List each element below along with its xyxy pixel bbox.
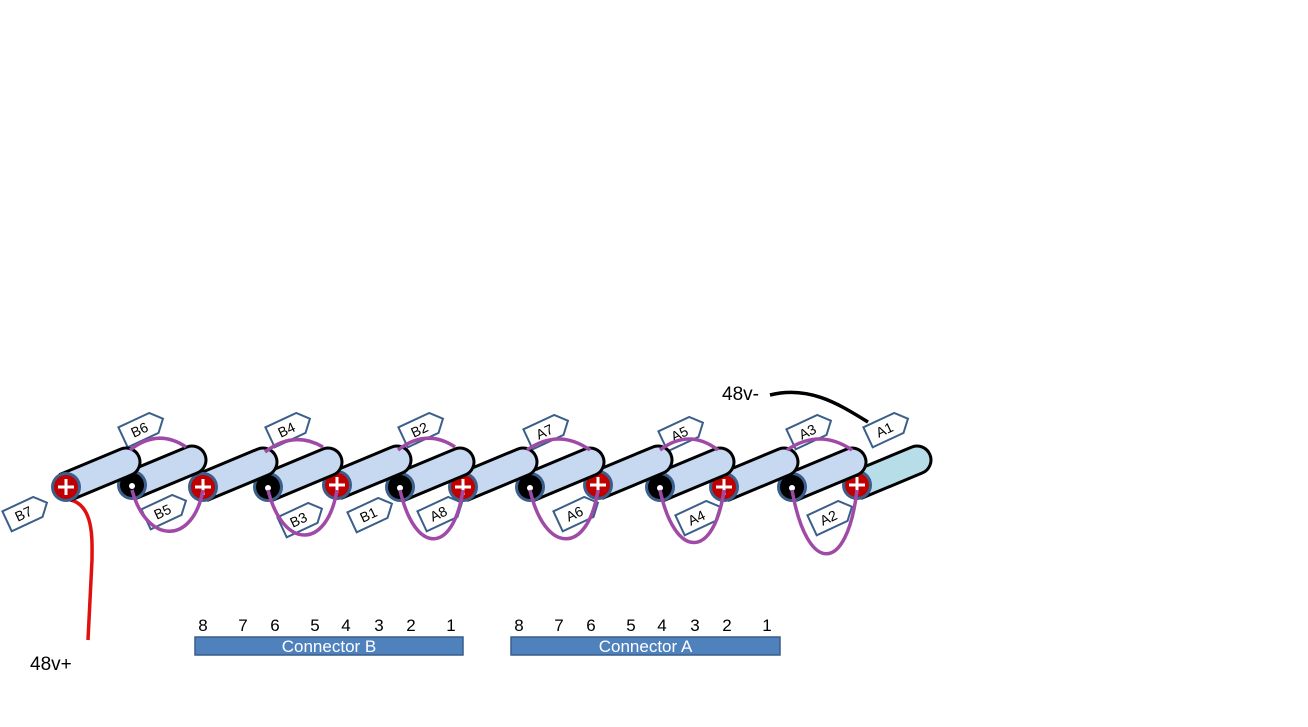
tag-label: B4 xyxy=(275,419,297,441)
connector-a-pin-number: 7 xyxy=(554,616,563,635)
tag-label: B1 xyxy=(357,504,379,526)
battery-cell xyxy=(583,444,674,500)
top-jumper xyxy=(786,437,853,452)
connector-a-pin-number: 8 xyxy=(514,616,523,635)
cell-tag: B5 xyxy=(140,493,188,531)
tag-label: B5 xyxy=(151,501,173,523)
minus-icon xyxy=(527,485,533,491)
tag-shape xyxy=(1,495,49,533)
tag-label: A7 xyxy=(533,421,555,443)
connector-a-pin-number: 5 xyxy=(626,616,635,635)
minus-icon xyxy=(129,483,135,489)
tag-label: B7 xyxy=(12,503,34,525)
battery-cell xyxy=(188,446,279,502)
connector-a-bar xyxy=(510,636,781,656)
connector-b-pin-number: 8 xyxy=(198,616,207,635)
tag-shape xyxy=(806,499,854,537)
connector-b-pin-number: 3 xyxy=(374,616,383,635)
top-jumper xyxy=(525,437,592,452)
connector-b-pin-number: 1 xyxy=(446,616,455,635)
tag-label: A3 xyxy=(796,421,818,443)
plus-icon xyxy=(58,479,74,495)
minus-icon xyxy=(657,485,663,491)
cell-tag: A1 xyxy=(862,411,910,449)
neg-terminal-label: 48v- xyxy=(722,384,759,405)
cell-tag: A2 xyxy=(806,499,854,537)
cell-tag: B7 xyxy=(1,495,49,533)
cell-tag: A8 xyxy=(416,495,464,533)
minus-icon xyxy=(397,485,403,491)
bottom-jumper xyxy=(130,489,205,533)
cell-tag: B6 xyxy=(117,411,165,449)
positive-wire xyxy=(63,497,94,641)
negative-wire xyxy=(769,390,869,424)
connector-b-pin-number: 4 xyxy=(341,616,350,635)
tag-label: A4 xyxy=(685,507,707,529)
connector-b-pin-number: 7 xyxy=(238,616,247,635)
cell-tag: A7 xyxy=(522,413,570,451)
cell-tag: B3 xyxy=(276,501,324,539)
cell-tag: B1 xyxy=(346,496,394,534)
tag-label: A8 xyxy=(427,503,449,525)
tag-label: A2 xyxy=(817,507,839,529)
bottom-jumper xyxy=(658,489,726,545)
connector-a-pin-number: 3 xyxy=(690,616,699,635)
bottom-jumper xyxy=(266,489,339,537)
connector-a-label: Connector A xyxy=(599,637,693,656)
connector-b-pin-number: 5 xyxy=(310,616,319,635)
tag-shape xyxy=(552,495,600,533)
tag-label: B3 xyxy=(287,509,309,531)
connector-b-label: Connector B xyxy=(282,637,377,656)
tag-shape xyxy=(264,411,312,449)
bottom-jumper xyxy=(398,489,465,541)
tag-label: B6 xyxy=(128,419,150,441)
cell-tag: B4 xyxy=(264,411,312,449)
cell-tag: A6 xyxy=(552,495,600,533)
battery-cell xyxy=(515,446,606,502)
connector-b-bar xyxy=(194,636,464,656)
top-jumper xyxy=(263,437,324,454)
battery-cell xyxy=(645,446,736,502)
tag-shape xyxy=(862,411,910,449)
connector-b-pin-number: 2 xyxy=(406,616,415,635)
connector-a-pin-number: 2 xyxy=(722,616,731,635)
bottom-jumper xyxy=(790,489,859,556)
connector-a-pin-number: 6 xyxy=(586,616,595,635)
connector-a-pin-number: 1 xyxy=(762,616,771,635)
bottom-jumper xyxy=(528,489,600,541)
tag-shape xyxy=(346,496,394,534)
tag-shape xyxy=(117,411,165,449)
top-jumper xyxy=(128,436,187,452)
battery-cell xyxy=(385,446,476,502)
pos-terminal-label: 48v+ xyxy=(30,654,72,675)
minus-icon xyxy=(265,485,271,491)
tag-shape xyxy=(140,493,188,531)
battery-cell xyxy=(51,446,142,502)
top-jumper xyxy=(658,437,720,452)
tag-label: B2 xyxy=(408,419,430,441)
connector-b-pin-number: 6 xyxy=(270,616,279,635)
cell-tag: A3 xyxy=(785,413,833,451)
connector-a-pin-number: 4 xyxy=(657,616,666,635)
tag-label: A1 xyxy=(873,419,895,441)
tag-label: A6 xyxy=(563,503,585,525)
minus-icon xyxy=(789,485,795,491)
top-jumper xyxy=(396,436,456,452)
